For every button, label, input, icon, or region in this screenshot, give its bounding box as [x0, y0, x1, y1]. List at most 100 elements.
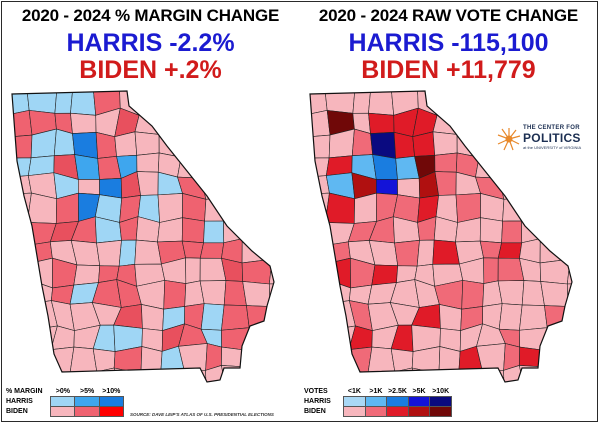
- county: [224, 177, 245, 198]
- county: [69, 346, 98, 373]
- county: [310, 351, 332, 374]
- county: [182, 91, 208, 116]
- county: [200, 109, 224, 133]
- county: [439, 304, 463, 331]
- margin-change-title: 2020 - 2024 % MARGIN CHANGE: [21, 6, 280, 25]
- county: [310, 259, 332, 282]
- county: [31, 349, 52, 372]
- legend-bin-label: >10%: [102, 388, 121, 395]
- legend-swatch: [364, 406, 388, 417]
- legend-row-label: BIDEN: [304, 408, 326, 415]
- county: [539, 174, 571, 195]
- county: [49, 370, 78, 382]
- legend-swatch: [98, 406, 125, 417]
- county: [205, 365, 227, 382]
- county: [241, 193, 273, 224]
- county: [393, 131, 415, 159]
- legend-swatch: [50, 396, 76, 407]
- legend-swatch: [50, 406, 76, 417]
- county: [134, 369, 163, 382]
- county: [12, 134, 33, 159]
- county: [329, 349, 350, 372]
- county: [563, 223, 572, 243]
- county: [432, 131, 458, 156]
- legend-swatch: [429, 396, 452, 407]
- county: [12, 157, 32, 178]
- county: [497, 242, 523, 259]
- county: [222, 131, 247, 152]
- legend-swatch: [429, 406, 452, 417]
- county: [69, 371, 98, 382]
- logo-university: at the UNIVERSITY of VIRGINIA: [523, 145, 582, 150]
- county: [545, 366, 568, 382]
- county: [12, 241, 36, 264]
- county: [434, 171, 457, 196]
- county: [12, 192, 32, 223]
- georgia-margin-map: [11, 90, 275, 383]
- county: [221, 304, 250, 331]
- county: [416, 239, 435, 267]
- county: [77, 179, 100, 196]
- county: [12, 259, 34, 282]
- county: [203, 220, 225, 244]
- county: [519, 346, 546, 368]
- legend-swatch: [74, 396, 100, 407]
- county: [498, 177, 526, 200]
- county: [310, 134, 331, 159]
- county: [563, 174, 572, 200]
- county: [566, 344, 572, 368]
- county: [539, 237, 571, 264]
- county: [480, 91, 506, 116]
- county: [542, 91, 568, 112]
- county: [371, 264, 399, 286]
- county: [563, 91, 572, 112]
- georgia-vote-map: [309, 90, 573, 383]
- raw-vote-change-panel: 2020 - 2024 RAW VOTE CHANGE HARRIS -115,…: [300, 2, 597, 421]
- county: [394, 240, 420, 267]
- county: [324, 192, 356, 224]
- biden-vote-line: BIDEN +11,779: [361, 56, 536, 84]
- county: [310, 222, 334, 245]
- county: [521, 91, 547, 115]
- county: [432, 369, 461, 382]
- county: [12, 303, 36, 330]
- legend-bin-label: >1K: [369, 388, 383, 395]
- county: [221, 346, 248, 368]
- county: [222, 107, 247, 133]
- harris-margin-line: HARRIS -2.2%: [66, 29, 235, 57]
- county: [567, 305, 572, 328]
- county: [269, 305, 274, 328]
- county: [497, 280, 525, 306]
- county: [498, 303, 523, 331]
- county: [28, 257, 53, 289]
- county: [310, 280, 332, 310]
- county: [436, 91, 461, 116]
- county: [136, 171, 159, 196]
- county: [263, 130, 274, 160]
- county-grid: [11, 90, 275, 383]
- county: [479, 217, 503, 244]
- county: [265, 109, 274, 135]
- county: [182, 109, 208, 134]
- county: [456, 91, 483, 116]
- county: [310, 157, 330, 178]
- county: [326, 257, 351, 289]
- sunburst-icon: [497, 128, 521, 151]
- county: [158, 112, 187, 135]
- county: [223, 193, 247, 222]
- county: [567, 325, 572, 346]
- county: [461, 280, 485, 310]
- county: [367, 371, 396, 382]
- county: [200, 150, 229, 179]
- county: [522, 177, 543, 198]
- county: [118, 239, 137, 267]
- county: [12, 328, 36, 352]
- county: [519, 304, 548, 331]
- county: [310, 303, 334, 330]
- legend-bin-label: <1K: [347, 388, 361, 395]
- county: [223, 215, 247, 244]
- county: [205, 91, 226, 115]
- county: [241, 258, 273, 285]
- county: [265, 223, 274, 243]
- county: [158, 91, 185, 116]
